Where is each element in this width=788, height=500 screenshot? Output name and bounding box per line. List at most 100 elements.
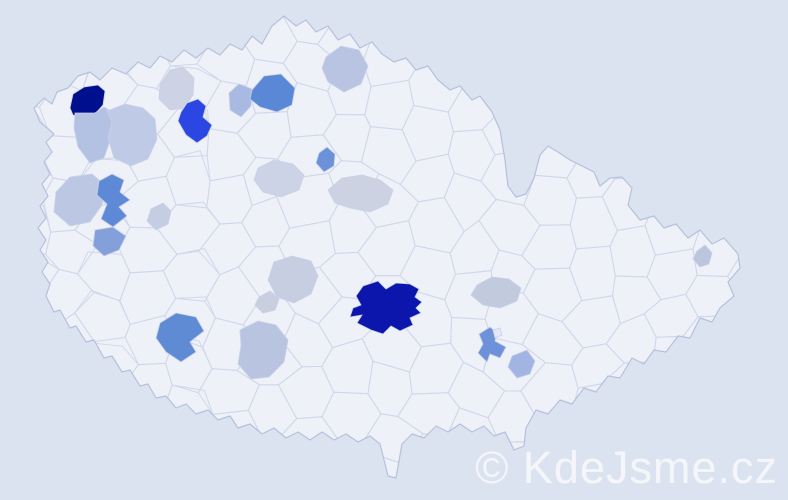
district-cell-border	[245, 16, 304, 17]
district-pale-gray-south-b[interactable]	[267, 255, 319, 304]
district-cell-border	[643, 488, 697, 500]
district-cell-border	[647, 390, 705, 437]
district-cell-border	[647, 434, 703, 478]
district-cell-border	[730, 346, 740, 388]
district-cell-border	[34, 55, 60, 108]
district-cell-border	[488, 16, 536, 20]
district-cell-border	[642, 110, 708, 163]
district-steel-blue-north[interactable]	[249, 73, 296, 113]
district-cell-border	[34, 336, 55, 386]
district-cell-border	[369, 16, 415, 37]
district-cell-border	[683, 16, 740, 43]
country-outline	[33, 15, 741, 479]
district-cell-border	[35, 455, 96, 478]
district-cell-border	[317, 475, 372, 478]
district-medium-blue-west[interactable]	[92, 226, 127, 257]
district-steel-blue-south[interactable]	[155, 312, 205, 363]
district-royal-blue-north[interactable]	[177, 98, 213, 144]
district-cell-border	[611, 16, 662, 41]
district-cell-border	[199, 16, 260, 43]
district-cell-border	[563, 105, 625, 157]
district-cell-border	[242, 435, 299, 478]
district-cell-border	[397, 16, 458, 23]
district-cell-border	[727, 108, 740, 161]
district-cell-border	[444, 456, 499, 478]
district-cell-border	[524, 41, 586, 89]
district-cell-border	[560, 16, 616, 22]
district-cell-border	[570, 481, 618, 500]
district-cell-border	[727, 202, 740, 254]
district-cell-border	[724, 16, 740, 65]
district-cell-border	[725, 0, 785, 15]
district-cell-border	[642, 16, 702, 66]
district-cell-border	[571, 55, 626, 115]
district-steel-blue-center[interactable]	[315, 146, 336, 173]
district-cell-border	[682, 360, 740, 420]
district-cell-border	[722, 148, 740, 205]
district-cell-border	[605, 410, 667, 466]
district-cell-border	[34, 407, 96, 461]
district-cell-border	[519, 16, 579, 44]
district-pale-gray-center-a[interactable]	[253, 159, 305, 198]
district-cell-border	[84, 16, 140, 21]
district-dark-navy-center[interactable]	[349, 280, 423, 335]
district-cell-border	[404, 432, 453, 478]
district-cell-border	[441, 16, 506, 42]
district-cell-border	[113, 16, 174, 38]
district-light-periwinkle-north[interactable]	[321, 45, 369, 93]
district-cell-border	[161, 430, 213, 478]
shaded-districts	[53, 45, 713, 380]
district-cell-border	[161, 16, 221, 19]
district-cell-border	[558, 429, 616, 478]
district-very-light-east[interactable]	[492, 327, 503, 339]
district-cell-border	[689, 179, 740, 230]
district-cell-border	[74, 430, 130, 478]
district-light-blue-north-a[interactable]	[228, 83, 253, 118]
district-cell-border	[722, 476, 740, 478]
district-cell-border	[647, 16, 704, 17]
district-cell-border	[567, 16, 617, 57]
district-light-periwinkle-west-c[interactable]	[53, 173, 106, 227]
district-cell-border	[0, 486, 48, 500]
district-cell-border	[485, 16, 545, 69]
district-cell-border	[34, 392, 53, 441]
district-cell-border	[124, 406, 179, 466]
district-pale-gray-east[interactable]	[470, 276, 522, 309]
district-cell-border	[121, 460, 172, 478]
district-cell-border	[409, 16, 457, 60]
district-pale-gray-west[interactable]	[146, 202, 172, 231]
district-cell-border	[157, 476, 216, 478]
district-cell-border	[686, 454, 740, 478]
district-cell-border	[406, 481, 459, 500]
district-cell-border	[34, 16, 58, 20]
district-light-periwinkle-west-b[interactable]	[106, 103, 158, 167]
district-cell-border	[322, 441, 373, 478]
district-cell-border	[81, 16, 134, 65]
district-cell-border	[524, 417, 586, 467]
district-cell-border	[44, 16, 98, 35]
district-cell-border	[529, 453, 574, 478]
district-light-blue-east[interactable]	[507, 349, 536, 379]
district-pale-gray-south-a[interactable]	[254, 290, 280, 314]
district-cell-border	[482, 480, 538, 500]
district-cell-border	[729, 383, 740, 442]
district-pale-gray-north-a[interactable]	[158, 66, 195, 111]
district-cell-border	[281, 461, 337, 478]
district-cell-border	[650, 60, 702, 114]
district-cell-border	[327, 16, 375, 17]
district-cell-border	[601, 32, 665, 90]
district-cell-border	[685, 83, 740, 133]
district-cell-border	[34, 430, 56, 478]
district-cell-border	[725, 436, 740, 478]
district-light-periwinkle-west-a[interactable]	[73, 106, 115, 164]
district-pale-gray-far-east[interactable]	[692, 244, 713, 268]
district-cell-border	[200, 458, 252, 478]
district-pale-gray-center-b[interactable]	[327, 174, 394, 213]
district-light-periwinkle-south[interactable]	[237, 320, 289, 380]
country-land	[34, 16, 740, 478]
district-steel-blue-west[interactable]	[96, 173, 131, 228]
district-cell-border	[726, 245, 740, 299]
district-cell-border	[442, 37, 498, 92]
